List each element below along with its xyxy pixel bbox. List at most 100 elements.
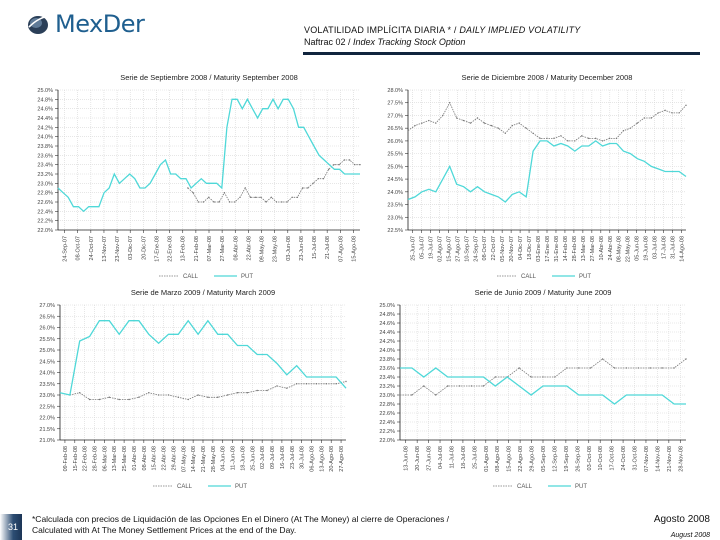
x-tick-label: 03-Jun-08 xyxy=(286,236,292,261)
series-call-point xyxy=(295,383,298,385)
x-tick-label: 14-Feb-08 xyxy=(563,236,569,261)
series-call-point xyxy=(260,196,262,199)
y-tick-label: 25.5% xyxy=(387,152,403,158)
y-tick-label: 24.6% xyxy=(37,107,53,113)
series-call-point xyxy=(291,196,293,199)
x-tick-label: 28-May-08 xyxy=(211,446,217,472)
x-tick-label: 05-Sep-08 xyxy=(541,446,547,472)
x-tick-label: 09-Jul-08 xyxy=(270,446,276,469)
y-tick-label: 23.0% xyxy=(387,215,403,221)
y-tick-label: 24.5% xyxy=(39,359,55,365)
y-tick-label: 23.0% xyxy=(379,393,395,399)
series-call-point xyxy=(622,130,625,132)
x-tick-label: 02-Jul-08 xyxy=(260,446,266,469)
x-tick-label: 22-Abr-08 xyxy=(246,236,252,260)
y-tick-label: 24.4% xyxy=(379,330,395,336)
x-tick-label: 06-Mar-08 xyxy=(102,446,108,471)
series-call-point xyxy=(246,392,249,394)
series-call-point xyxy=(411,394,413,396)
y-tick-label: 27.0% xyxy=(387,113,403,119)
series-call-point xyxy=(249,196,252,199)
series-call-point xyxy=(678,112,680,114)
series-call-point xyxy=(254,196,257,199)
series-call-point xyxy=(470,385,473,387)
series-call-point xyxy=(518,367,520,369)
series-call-point xyxy=(202,201,205,203)
page-subtitle: Naftrac 02 / Index Tracking Stock Option xyxy=(304,37,581,47)
series-call-point xyxy=(322,177,325,180)
y-tick-label: 25.0% xyxy=(379,303,395,309)
x-tick-label: 17-Oct-08 xyxy=(610,446,616,470)
y-tick-label: 23.4% xyxy=(37,163,53,169)
series-call-point xyxy=(207,396,209,398)
x-tick-label: 11-Jul-08 xyxy=(449,446,455,469)
series-call-point xyxy=(649,367,651,369)
x-tick-label: 15-Ago-07 xyxy=(446,236,452,262)
x-tick-label: 21-Jul-08 xyxy=(325,236,331,259)
x-tick-label: 22-Ago-08 xyxy=(518,446,524,472)
y-tick-label: 23.8% xyxy=(37,144,53,150)
series-call-point xyxy=(275,201,278,203)
x-tick-label: 13-Feb-08 xyxy=(181,236,187,261)
x-tick-label: 24-Oct-08 xyxy=(621,446,627,470)
series-call-point xyxy=(532,132,534,134)
series-call-point xyxy=(208,196,210,199)
x-tick-label: 20-Nov-07 xyxy=(509,236,515,262)
x-tick-label: 20-Jun-08 xyxy=(415,446,421,471)
x-tick-label: 27-Mar-08 xyxy=(220,236,226,261)
series-call-point xyxy=(530,376,532,378)
series-call-point xyxy=(359,163,361,166)
series-call-point xyxy=(455,117,458,119)
logo-globe-icon xyxy=(26,13,52,35)
x-tick-label: 01-Ago-08 xyxy=(484,446,490,472)
series-call-point xyxy=(608,137,611,140)
series-call-point xyxy=(643,117,645,119)
series-call-point xyxy=(333,163,335,166)
series-call-point xyxy=(613,367,616,369)
x-tick-label: 05-Jul-07 xyxy=(419,236,425,259)
series-call-point xyxy=(270,196,273,199)
x-tick-label: 23-May-08 xyxy=(273,236,279,262)
y-tick-label: 21.5% xyxy=(39,427,55,433)
x-tick-label: 25-Mar-08 xyxy=(122,446,128,471)
x-tick-label: 02-Ago-07 xyxy=(437,236,443,262)
x-tick-label: 04-Dic-07 xyxy=(518,236,524,260)
series-put-line xyxy=(400,367,686,405)
x-tick-label: 07-Nov-08 xyxy=(644,446,650,472)
series-call-point xyxy=(601,358,604,360)
header-divider xyxy=(303,52,700,55)
footnote: *Calculada con precios de Liquidación de… xyxy=(32,514,449,536)
x-tick-label: 25-Jun-07 xyxy=(410,236,416,261)
chart-svg: Serie de Junio 2009 / Maturity June 2009… xyxy=(379,288,687,490)
x-tick-label: 28-Feb-08 xyxy=(93,446,99,471)
series-call-point xyxy=(554,376,556,378)
x-tick-label: 20-Dic-07 xyxy=(141,236,147,260)
x-tick-label: 13-Ago-08 xyxy=(319,446,325,472)
series-call-point xyxy=(354,163,356,166)
x-tick-label: 24-Abr-08 xyxy=(608,236,614,260)
series-call-point xyxy=(312,182,314,185)
series-call-point xyxy=(482,385,485,387)
series-call-point xyxy=(567,140,569,142)
y-tick-label: 23.2% xyxy=(379,384,395,390)
series-call-point xyxy=(483,122,486,124)
y-tick-label: 24.0% xyxy=(387,190,403,196)
x-tick-label: 28-Feb-08 xyxy=(572,236,578,261)
series-call-point xyxy=(673,367,675,369)
x-tick-label: 13-Jun-08 xyxy=(404,446,410,471)
legend-call-label: CALL xyxy=(517,484,533,490)
series-call-point xyxy=(650,117,652,119)
y-tick-label: 25.0% xyxy=(387,164,403,170)
series-call-line xyxy=(59,381,347,400)
y-tick-label: 24.0% xyxy=(39,371,55,377)
x-tick-label: 04-Jul-08 xyxy=(438,446,444,469)
x-tick-label: 15-Abr-08 xyxy=(152,446,158,470)
x-tick-label: 19-Sep-08 xyxy=(564,446,570,472)
mexder-logo: MexDer xyxy=(26,8,145,40)
y-tick-label: 27.5% xyxy=(387,101,403,107)
series-call-point xyxy=(601,140,604,142)
legend-put-label: PUT xyxy=(575,484,587,490)
y-tick-label: 22.0% xyxy=(37,228,53,234)
series-call-point xyxy=(167,394,170,396)
chart-march-2009: Serie de Marzo 2009 / Maturity March 200… xyxy=(20,283,360,498)
